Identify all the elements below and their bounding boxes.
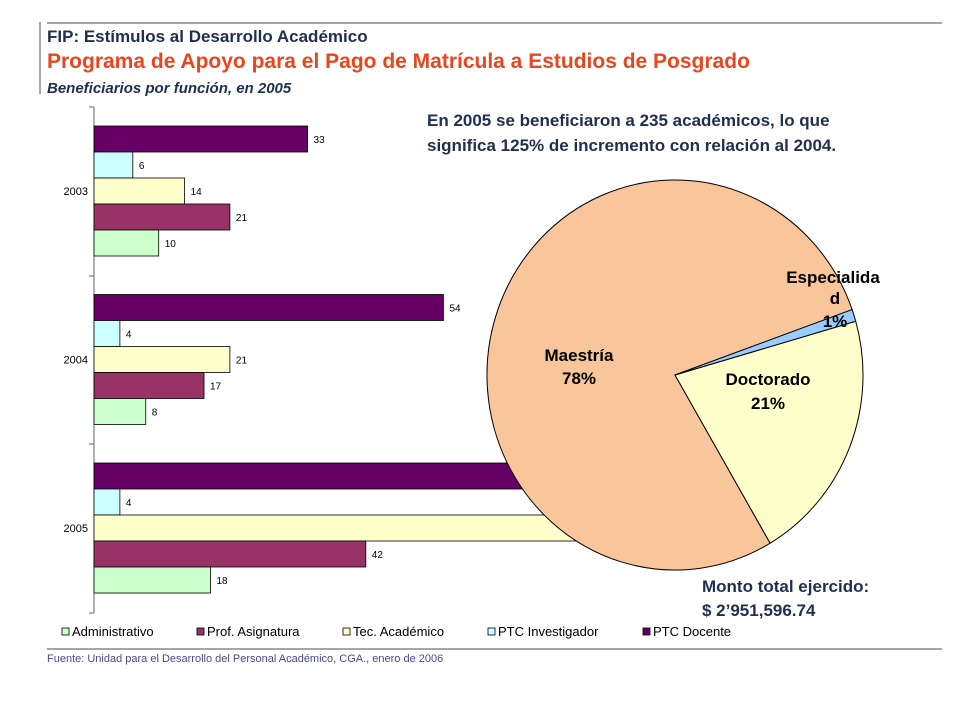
summary-note: En 2005 se beneficiaron a 235 académicos… [427,111,837,155]
pie-slice-especialidad [674,308,857,376]
pie-label-doctorado: Doctorado [726,370,811,389]
legend-item: Administrativo [72,624,154,639]
legend-swatch [642,627,651,636]
header-rule-left [39,22,41,94]
total-amount-label: Monto total ejercido: [702,577,870,596]
bar-2005-ptc-investigador [93,488,121,516]
footer-rule [47,648,942,650]
bar-data-label: 33 [314,135,326,146]
bar-2003-prof-asignatura [93,203,231,231]
bar-data-label: 21 [236,356,248,367]
bar-category-label-2005: 2005 [64,523,88,535]
bar-2005-administrativo [93,566,211,594]
bar-2003-administrativo [93,229,160,257]
pie-percent-especialidad: 1% [823,312,848,331]
bar-data-label: 6 [139,161,145,172]
bar-2004-prof-asignatura [93,372,205,399]
pie-percent-maestria: 78% [562,369,596,388]
bar-data-label: 18 [216,576,228,587]
bar-2005-prof-asignatura [93,540,367,568]
legend-swatch [487,627,496,636]
total-amount: Monto total ejercido: $ 2’951,596.74 [702,575,942,623]
legend-item: PTC Investigador [498,624,599,639]
bar-data-label: 42 [372,550,384,561]
pie-slice-maestria [486,179,853,571]
page-title: Programa de Apoyo para el Pago de Matríc… [47,50,750,73]
bar-category-label-2003: 2003 [64,186,88,198]
bar-data-label: 54 [449,304,461,315]
bar-data-label: 4 [126,498,132,509]
bar-2004-tec-acad-mico [93,346,231,373]
bar-2003-tec-acad-mico [93,177,185,205]
bar-data-label: 14 [191,187,203,198]
bar-2003-ptc-docente [93,125,308,153]
total-amount-value: $ 2’951,596.74 [702,601,816,620]
bar-2004-ptc-investigador [93,320,121,347]
legend-swatch [61,627,70,636]
legend-item: Prof. Asignatura [207,624,300,639]
bar-2004-ptc-docente [93,294,444,321]
bar-data-label: 8 [152,408,158,419]
legend-item: Tec. Académico [353,624,444,639]
bar-data-label: 17 [210,382,222,393]
bar-category-label-2004: 2004 [64,355,88,367]
pie-percent-doctorado: 21% [751,394,785,413]
pie-label-maestria: Maestría [545,346,615,365]
source-note: Fuente: Unidad para el Desarrollo del Pe… [47,653,444,665]
legend-swatch [342,627,351,636]
bar-2003-ptc-investigador [93,151,134,179]
bar-data-label: 4 [126,330,132,341]
legend-item: PTC Docente [653,624,731,639]
header-rule-top [47,22,942,24]
bar-data-label: 10 [165,239,177,250]
page-kicker: FIP: Estímulos al Desarrollo Académico [47,27,368,46]
legend-swatch [196,627,205,636]
bar-data-label: 21 [236,213,248,224]
bar-2005-tec-acad-mico [93,514,638,542]
pie-label-especialidad-line1: Especialida [786,268,880,287]
pie-label-especialidad-line2: d [830,289,840,308]
bar-2004-administrativo [93,398,147,425]
page-subtitle: Beneficiarios por función, en 2005 [47,80,292,97]
pie-slice-doctorado [674,320,864,544]
